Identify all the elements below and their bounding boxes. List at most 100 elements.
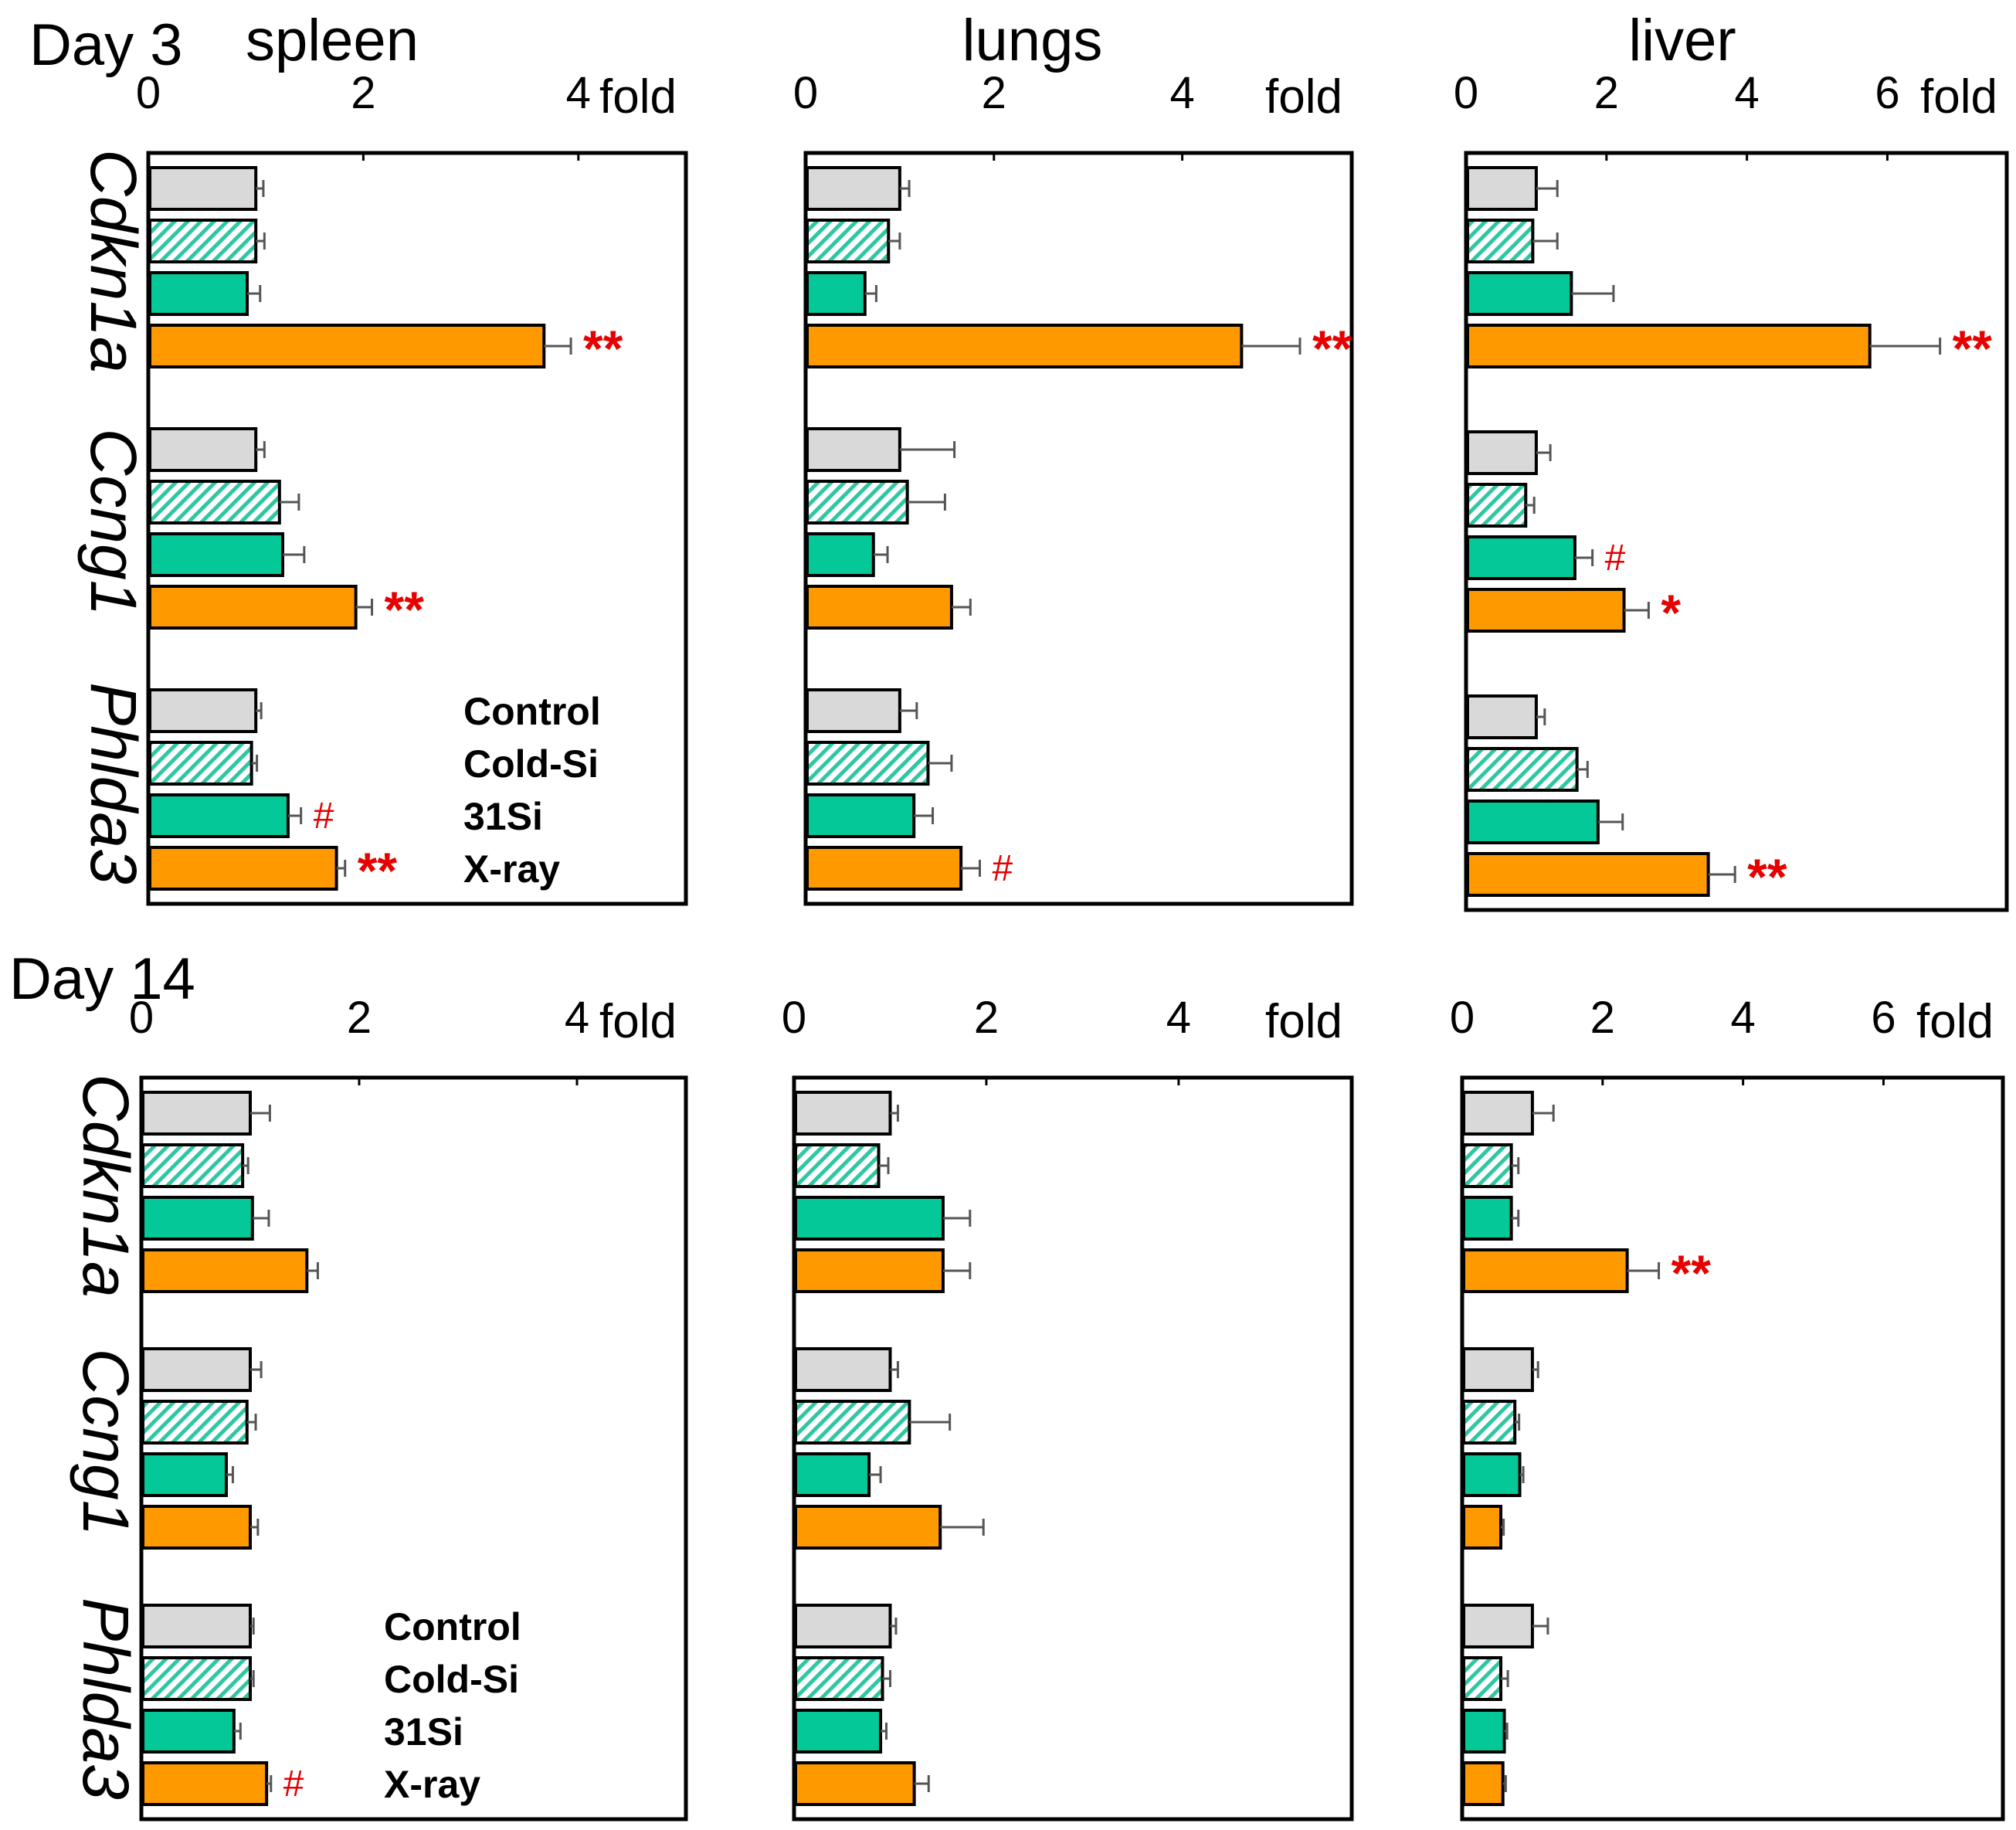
bar-cdkn1a-control <box>148 166 258 211</box>
legend-label-31si: 31Si <box>384 1710 463 1754</box>
significance-mark: * <box>1661 584 1681 641</box>
plot-frame <box>803 151 1354 906</box>
x-tick-label: 0 <box>136 68 161 118</box>
x-tick-label: 4 <box>1169 68 1194 118</box>
significance-mark: # <box>1605 538 1626 579</box>
bar-ccng1-cold-si <box>1466 483 1528 528</box>
bar-ccng1-31si <box>141 1452 228 1497</box>
bar-ccng1-31si <box>806 532 875 577</box>
legend-label-x-ray: X-ray <box>463 847 560 891</box>
bar-ccng1-control <box>806 427 901 472</box>
plot-frame <box>146 151 688 906</box>
bar-ccng1-x-ray <box>148 585 358 630</box>
x-axis-unit-label: fold <box>1265 995 1342 1048</box>
x-tick-label: 0 <box>1454 68 1478 118</box>
plot-frame <box>139 1075 688 1822</box>
bar-phlda3-31si <box>148 793 290 838</box>
x-tick-label: 0 <box>129 993 154 1043</box>
bar-phlda3-x-ray <box>1466 852 1710 897</box>
organ-title: liver <box>1628 8 1736 73</box>
bar-phlda3-control <box>806 688 901 733</box>
bar-ccng1-cold-si <box>148 480 281 525</box>
bar-ccng1-control <box>794 1347 892 1392</box>
bar-phlda3-control <box>794 1604 892 1648</box>
bar-phlda3-control <box>148 688 258 733</box>
x-tick-label: 2 <box>1594 68 1619 118</box>
bar-cdkn1a-31si <box>148 271 249 316</box>
bar-phlda3-cold-si <box>1466 747 1579 792</box>
legend-label-control: Control <box>384 1605 521 1648</box>
significance-mark: ** <box>1747 848 1787 905</box>
x-tick-label: 0 <box>793 68 818 118</box>
x-tick-label: 2 <box>1590 993 1615 1043</box>
bar-ccng1-cold-si <box>1462 1400 1517 1445</box>
bar-ccng1-cold-si <box>141 1400 249 1445</box>
plot-frame <box>792 1075 1354 1822</box>
bar-phlda3-cold-si <box>141 1656 252 1701</box>
x-tick-label: 4 <box>1735 68 1760 118</box>
significance-mark: # <box>993 848 1013 889</box>
bar-ccng1-control <box>1462 1347 1534 1392</box>
x-tick-label: 2 <box>347 993 372 1043</box>
bar-phlda3-x-ray <box>1462 1761 1505 1806</box>
bar-phlda3-cold-si <box>1462 1656 1502 1701</box>
legend-label-cold-si: Cold-Si <box>463 742 599 786</box>
bar-cdkn1a-31si <box>806 271 867 316</box>
bar-cdkn1a-control <box>1462 1091 1534 1136</box>
bar-ccng1-x-ray <box>806 585 953 630</box>
bar-ccng1-31si <box>1466 535 1576 580</box>
bar-phlda3-cold-si <box>806 741 930 786</box>
x-axis-unit-label: fold <box>1265 70 1342 124</box>
bar-cdkn1a-cold-si <box>148 219 258 263</box>
bar-cdkn1a-cold-si <box>1466 219 1535 263</box>
x-tick-label: 4 <box>1731 993 1756 1043</box>
bar-cdkn1a-31si <box>1466 271 1573 316</box>
x-tick-label: 6 <box>1871 993 1896 1043</box>
bar-ccng1-cold-si <box>794 1400 911 1445</box>
bar-phlda3-31si <box>794 1709 883 1754</box>
panel-6: 0 2 4 6 fold ** <box>1450 993 2005 1822</box>
gene-label-phlda3: Phlda3 <box>77 682 150 884</box>
bar-cdkn1a-31si <box>794 1196 945 1241</box>
bar-cdkn1a-cold-si <box>1462 1143 1513 1188</box>
bar-cdkn1a-control <box>141 1091 252 1136</box>
bar-phlda3-31si <box>806 793 916 838</box>
day-label: Day 14 <box>9 946 195 1012</box>
panel-2: 0 2 4 fold lungs ** # <box>793 8 1354 906</box>
bar-ccng1-x-ray <box>141 1505 252 1550</box>
bar-ccng1-31si <box>1462 1452 1522 1497</box>
bar-cdkn1a-31si <box>141 1196 254 1241</box>
bar-ccng1-31si <box>794 1452 871 1497</box>
bar-cdkn1a-x-ray <box>1466 324 1872 368</box>
bar-cdkn1a-control <box>794 1091 892 1136</box>
x-tick-label: 4 <box>566 68 591 118</box>
organ-title: lungs <box>962 8 1103 73</box>
gene-label-phlda3: Phlda3 <box>70 1597 142 1800</box>
bar-phlda3-31si <box>141 1709 236 1754</box>
bar-cdkn1a-cold-si <box>141 1143 245 1188</box>
bar-phlda3-control <box>1462 1604 1534 1648</box>
significance-mark: ** <box>358 842 398 899</box>
x-axis-unit-label: fold <box>599 995 677 1048</box>
legend-label-x-ray: X-ray <box>384 1763 480 1806</box>
significance-mark: ** <box>385 581 425 638</box>
legend: Control Cold-Si 31Si X-ray <box>463 690 601 891</box>
bar-ccng1-cold-si <box>806 480 909 525</box>
bar-cdkn1a-cold-si <box>806 219 891 263</box>
bar-cdkn1a-x-ray <box>1462 1248 1629 1293</box>
bar-cdkn1a-x-ray <box>806 324 1244 368</box>
bar-phlda3-x-ray <box>806 846 963 891</box>
x-axis-unit-label: fold <box>1916 995 1994 1048</box>
x-axis-unit-label: fold <box>599 70 677 124</box>
x-tick-label: 0 <box>782 993 806 1043</box>
bar-ccng1-control <box>148 427 258 472</box>
bar-cdkn1a-x-ray <box>141 1248 309 1293</box>
bar-phlda3-31si <box>1462 1709 1506 1754</box>
legend-label-control: Control <box>463 690 601 733</box>
bar-phlda3-x-ray <box>148 846 338 891</box>
bar-phlda3-x-ray <box>141 1761 269 1806</box>
panel-1: 0 2 4 fold spleen Day 3 Cdkn1a ** Ccng1 ** Phlda3 #… <box>29 8 688 906</box>
day-label: Day 3 <box>29 12 183 78</box>
gene-label-cdkn1a: Cdkn1a <box>77 149 150 373</box>
